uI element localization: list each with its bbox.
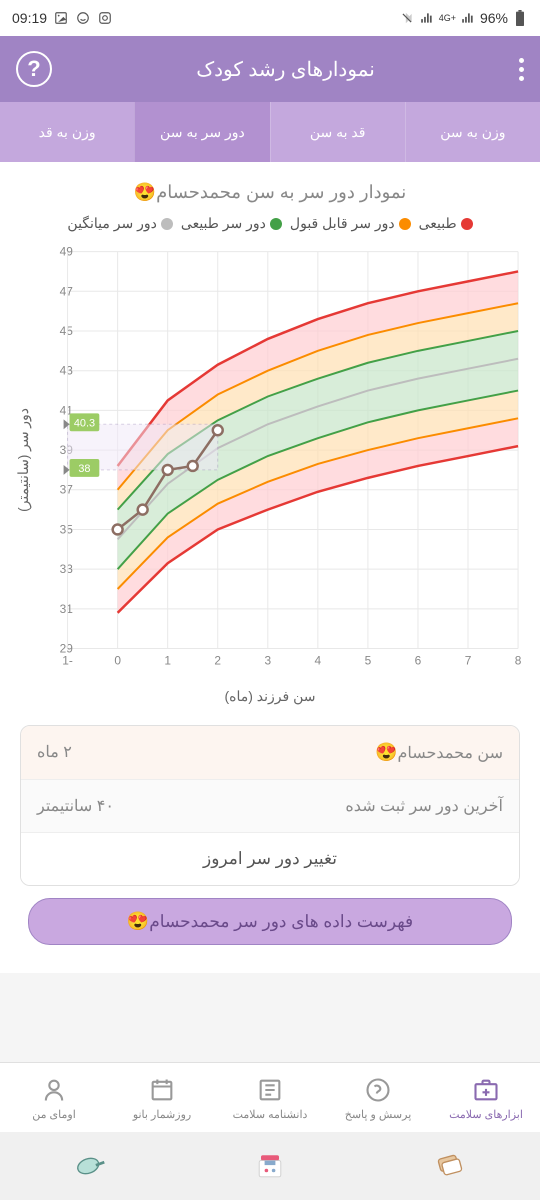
legend: طبیعی دور سر قابل قبول دور سر طبیعی دور …	[12, 215, 528, 232]
calendar-icon	[146, 1074, 178, 1106]
status-bar: 09:19 4G+ 96%	[0, 0, 540, 36]
nav-encyclopedia[interactable]: دانشنامه سلامت	[216, 1074, 324, 1121]
news-icon	[254, 1074, 286, 1106]
medkit-icon	[470, 1074, 502, 1106]
mute-icon	[399, 10, 415, 26]
svg-text:40.3: 40.3	[74, 417, 95, 429]
svg-text:1: 1	[164, 653, 171, 667]
svg-text:43: 43	[60, 364, 74, 378]
tab-head-age[interactable]: دور سر به سن	[134, 102, 269, 162]
nav-calendar[interactable]: روزشمار بانو	[108, 1074, 216, 1121]
svg-text:8: 8	[515, 653, 522, 667]
svg-text:2: 2	[214, 653, 221, 667]
system-bar	[0, 1132, 540, 1200]
help-button[interactable]: ?	[16, 51, 52, 87]
chart-title: نمودار دور سر به سن محمدحسام😍	[12, 182, 528, 203]
question-icon	[362, 1074, 394, 1106]
legend-item: دور سر طبیعی	[181, 215, 282, 232]
home-button[interactable]	[250, 1146, 290, 1186]
info-row-age: سن محمدحسام😍 ۲ ماه	[21, 726, 519, 780]
svg-text:4: 4	[315, 653, 322, 667]
info-row-head: آخرین دور سر ثبت شده ۴۰ سانتیمتر	[21, 780, 519, 833]
nav-health-tools[interactable]: ابزارهای سلامت	[432, 1074, 540, 1121]
svg-text:37: 37	[60, 483, 74, 497]
svg-text:49: 49	[60, 245, 74, 259]
tabs: وزن به سن قد به سن دور سر به سن وزن به ق…	[0, 102, 540, 162]
svg-text:7: 7	[465, 653, 472, 667]
svg-text:33: 33	[60, 562, 74, 576]
whatsapp-icon	[75, 10, 91, 26]
network-label: 4G+	[439, 13, 456, 23]
profile-icon	[38, 1074, 70, 1106]
signal-icon	[419, 10, 435, 26]
tab-height-age[interactable]: قد به سن	[270, 102, 405, 162]
page-title: نمودارهای رشد کودک	[196, 57, 375, 82]
svg-text:5: 5	[365, 653, 372, 667]
svg-text:دور سر (سانتیمتر): دور سر (سانتیمتر)	[15, 408, 32, 512]
battery-icon	[512, 10, 528, 26]
legend-item: طبیعی	[419, 215, 473, 232]
svg-text:31: 31	[60, 602, 74, 616]
info-card: سن محمدحسام😍 ۲ ماه آخرین دور سر ثبت شده …	[20, 725, 520, 886]
gallery-icon	[53, 10, 69, 26]
nav-profile[interactable]: اومای من	[0, 1074, 108, 1121]
svg-text:0: 0	[114, 653, 121, 667]
tab-weight-age[interactable]: وزن به سن	[405, 102, 540, 162]
legend-item: دور سر میانگین	[67, 215, 173, 232]
nav-qa[interactable]: پرسش و پاسخ	[324, 1074, 432, 1121]
instagram-icon	[97, 10, 113, 26]
svg-text:3: 3	[264, 653, 271, 667]
x-axis-label: سن فرزند (ماه)	[12, 688, 528, 705]
status-time: 09:19	[12, 10, 47, 26]
back-button[interactable]	[70, 1146, 110, 1186]
legend-item: دور سر قابل قبول	[290, 215, 411, 232]
app-header: نمودارهای رشد کودک ?	[0, 36, 540, 102]
bottom-nav: ابزارهای سلامت پرسش و پاسخ دانشنامه سلام…	[0, 1062, 540, 1132]
signal2-icon	[460, 10, 476, 26]
svg-text:-1: -1	[62, 653, 73, 667]
svg-text:47: 47	[60, 284, 74, 298]
battery-text: 96%	[480, 10, 508, 26]
svg-text:38: 38	[78, 463, 90, 475]
menu-button[interactable]	[519, 58, 524, 81]
change-today-button[interactable]: تغییر دور سر امروز	[21, 833, 519, 885]
chart: 2931333537394143454749-101234567840.338د…	[12, 240, 528, 680]
svg-text:6: 6	[415, 653, 422, 667]
chart-svg: 2931333537394143454749-101234567840.338د…	[12, 240, 528, 680]
tab-weight-height[interactable]: وزن به قد	[0, 102, 134, 162]
svg-text:35: 35	[60, 522, 74, 536]
svg-text:45: 45	[60, 324, 74, 338]
recent-apps-button[interactable]	[430, 1146, 470, 1186]
data-list-button[interactable]: فهرست داده های دور سر محمدحسام😍	[28, 898, 512, 945]
